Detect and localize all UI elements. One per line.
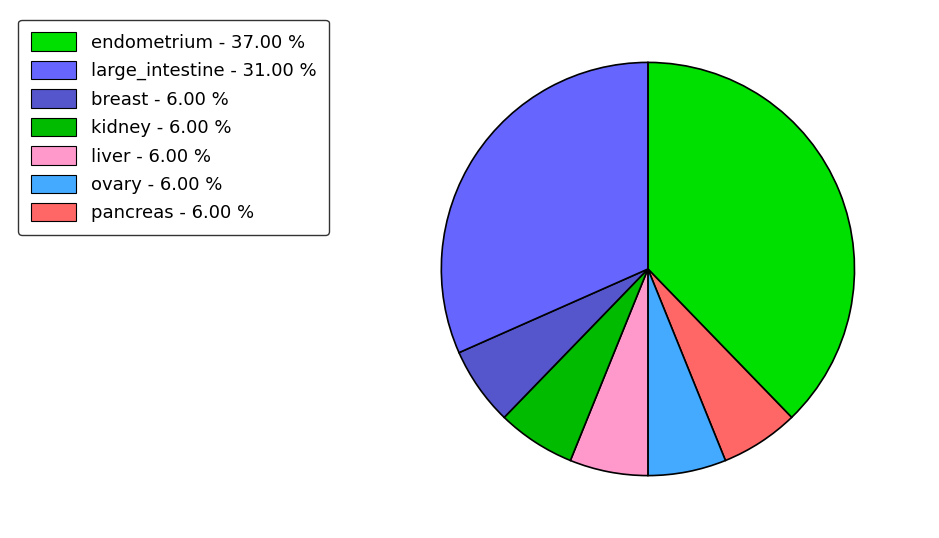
- Wedge shape: [570, 269, 648, 476]
- Wedge shape: [648, 269, 726, 476]
- Wedge shape: [441, 62, 648, 352]
- Legend: endometrium - 37.00 %, large_intestine - 31.00 %, breast - 6.00 %, kidney - 6.00: endometrium - 37.00 %, large_intestine -…: [19, 20, 329, 235]
- Wedge shape: [504, 269, 648, 461]
- Wedge shape: [648, 269, 792, 461]
- Wedge shape: [648, 62, 854, 417]
- Wedge shape: [459, 269, 648, 417]
